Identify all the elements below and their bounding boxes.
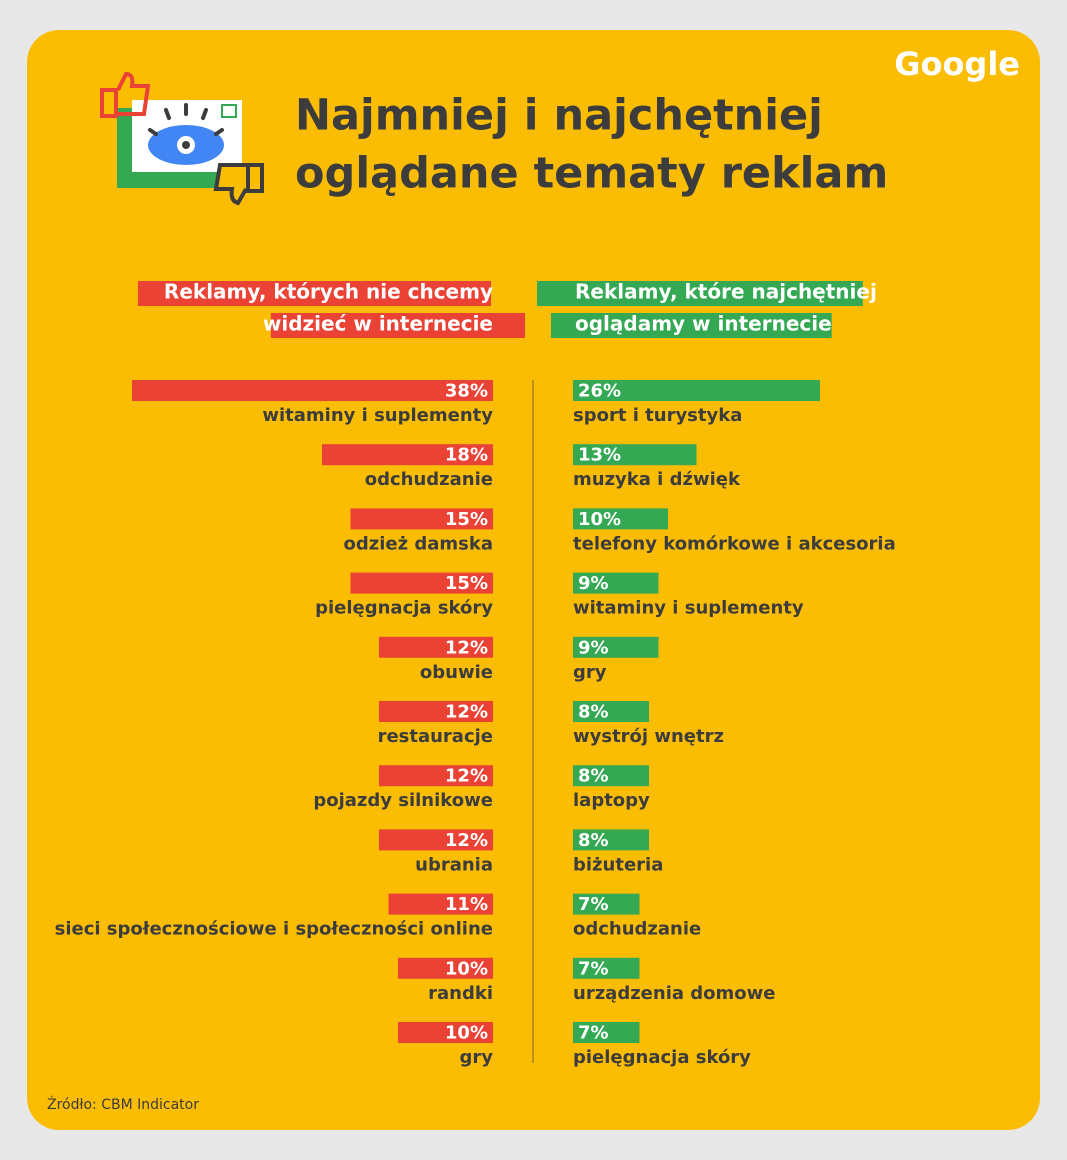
value-label: 8%: [578, 702, 609, 723]
value-label: 10%: [445, 1023, 488, 1044]
bar: [573, 765, 649, 787]
header-highlight: [537, 281, 863, 306]
value-label: 38%: [445, 381, 488, 402]
value-label: 15%: [445, 573, 488, 594]
bar: [350, 508, 493, 530]
header-text: oglądamy w internecie: [575, 312, 832, 336]
category-label: laptopy: [573, 790, 650, 811]
header: widzieć w internecie: [263, 312, 525, 338]
header-highlight: [270, 313, 525, 338]
value-label: 10%: [445, 958, 488, 979]
value-label: 9%: [578, 573, 609, 594]
bar: [573, 636, 659, 658]
value-label: 15%: [445, 509, 488, 530]
bar: [573, 572, 659, 594]
header: oglądamy w internecie: [551, 312, 832, 338]
category-label: urządzenia domowe: [573, 983, 776, 1004]
logo: Google: [894, 45, 1020, 83]
title-line: oglądane tematy reklam: [295, 149, 888, 199]
value-label: 12%: [445, 830, 488, 851]
value-label: 12%: [445, 702, 488, 723]
bar: [388, 893, 493, 915]
bar: [379, 701, 493, 722]
header-text: Reklamy, których nie chcemy: [164, 280, 493, 304]
category-label: obuwie: [420, 662, 493, 683]
category-label: pielęgnacja skóry: [573, 1047, 751, 1068]
icon: [100, 71, 264, 206]
value-label: 18%: [445, 445, 488, 466]
category-label: odzież damska: [344, 533, 493, 554]
bar: [379, 636, 493, 658]
value-label: 8%: [578, 766, 609, 787]
bar: [573, 1022, 640, 1043]
bar: [398, 1022, 493, 1043]
category-label: telefony komórkowe i akcesoria: [573, 533, 896, 554]
header-highlight: [551, 313, 832, 338]
header-text: Reklamy, które najchętniej: [575, 280, 877, 304]
value-label: 9%: [578, 637, 609, 658]
bar: [379, 765, 493, 787]
bar: [573, 829, 649, 851]
category-label: witaminy i suplementy: [262, 405, 493, 426]
category-label: odchudzanie: [365, 469, 493, 490]
bar: [573, 957, 640, 979]
bar: [322, 444, 493, 466]
value-label: 12%: [445, 766, 488, 787]
value-label: 13%: [578, 445, 621, 466]
value-label: 7%: [578, 894, 609, 915]
bar: [573, 444, 697, 466]
category-label: pielęgnacja skóry: [315, 598, 493, 619]
bar: [350, 572, 493, 594]
value-label: 8%: [578, 830, 609, 851]
bar: [573, 508, 668, 530]
category-label: witaminy i suplementy: [573, 598, 804, 619]
value-label: 7%: [578, 1023, 609, 1044]
category-label: restauracje: [378, 726, 493, 747]
category-label: sieci społecznościowe i społeczności onl…: [55, 919, 493, 940]
category-label: pojazdy silnikowe: [313, 790, 493, 811]
category-label: muzyka i dźwięk: [573, 469, 741, 490]
value-label: 12%: [445, 637, 488, 658]
value-label: 10%: [578, 509, 621, 530]
category-label: wystrój wnętrz: [573, 726, 724, 747]
title-line: Najmniej i najchętniej: [295, 91, 823, 141]
category-label: gry: [460, 1047, 494, 1068]
value-label: 7%: [578, 958, 609, 979]
value-label: 11%: [445, 894, 488, 915]
category-label: gry: [573, 662, 607, 683]
bar: [573, 701, 649, 722]
header-text: widzieć w internecie: [263, 312, 493, 336]
source: Źródło: CBM Indicator: [47, 1095, 199, 1113]
category-label: randki: [428, 983, 493, 1004]
category-label: sport i turystyka: [573, 405, 742, 426]
header: Reklamy, które najchętniej: [537, 280, 877, 306]
category-label: biżuteria: [573, 854, 663, 875]
bar: [573, 893, 640, 915]
category-label: ubrania: [415, 854, 493, 875]
bar: [573, 380, 820, 401]
value-label: 26%: [578, 381, 621, 402]
bar: [379, 829, 493, 851]
header: Reklamy, których nie chcemy: [137, 280, 493, 306]
bar: [132, 380, 493, 401]
bar: [398, 957, 493, 979]
header-highlight: [137, 281, 491, 306]
category-label: odchudzanie: [573, 919, 701, 940]
